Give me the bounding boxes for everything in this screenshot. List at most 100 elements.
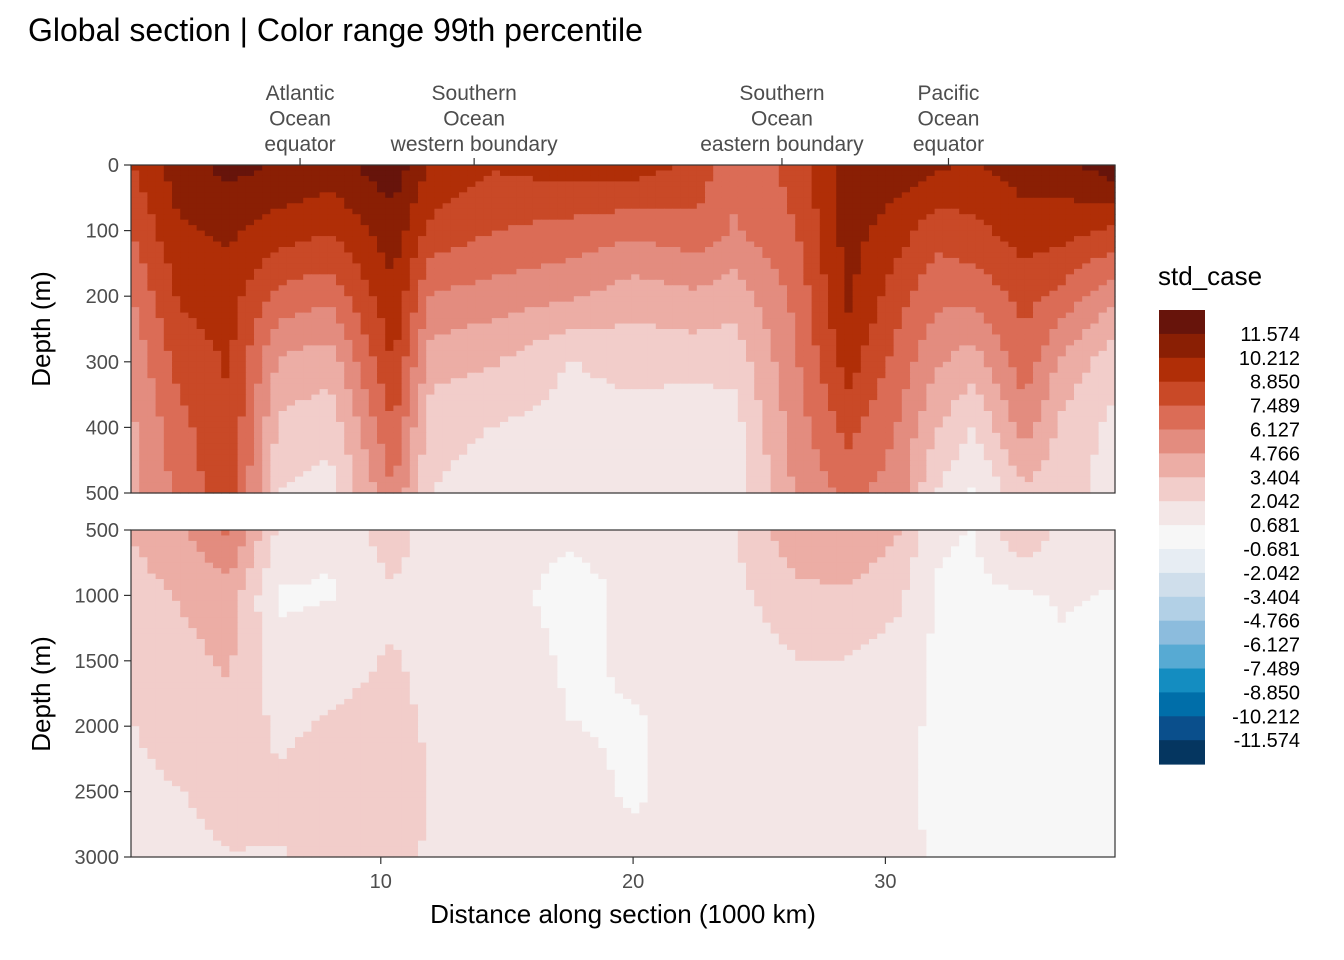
contour-cell (131, 307, 140, 314)
contour-cell (1000, 197, 1009, 204)
contour-cell (336, 290, 345, 297)
contour-cell (934, 186, 944, 193)
contour-cell (491, 197, 501, 204)
contour-cell (1008, 285, 1018, 292)
contour-cell (869, 383, 878, 390)
contour-cell (778, 329, 788, 336)
contour-cell (655, 367, 665, 374)
contour-cell (959, 307, 968, 314)
contour-cell (221, 170, 230, 177)
contour-cell (180, 263, 189, 270)
top-axis-label: Ocean (269, 108, 331, 131)
contour-cell (565, 312, 575, 319)
contour-cell (532, 274, 542, 281)
contour-cell (811, 203, 821, 210)
contour-cell (639, 339, 649, 346)
contour-cell (729, 334, 739, 341)
contour-cell (434, 356, 444, 363)
contour-cell (204, 318, 214, 325)
contour-cell (418, 389, 427, 396)
contour-cell (426, 329, 435, 336)
contour-cell (254, 339, 263, 346)
contour-cell (590, 252, 599, 259)
contour-cell (688, 192, 698, 199)
contour-cell (983, 339, 993, 346)
contour-cell (229, 192, 239, 199)
contour-cell (491, 323, 501, 330)
contour-cell (1049, 329, 1059, 336)
contour-cell (811, 257, 821, 264)
contour-cell (582, 345, 591, 352)
contour-cell (869, 296, 878, 303)
contour-cell (803, 263, 813, 270)
contour-cell (737, 301, 747, 308)
contour-cell (1065, 230, 1075, 237)
contour-cell (442, 290, 452, 297)
contour-cell (1000, 219, 1009, 226)
contour-cell (1098, 279, 1108, 286)
contour-cell (368, 274, 378, 281)
contour-cell (303, 345, 312, 352)
contour-cell (262, 181, 271, 188)
contour-cell (213, 372, 222, 379)
contour-cell (491, 230, 501, 237)
contour-cell (787, 378, 796, 385)
contour-cell (737, 236, 747, 243)
contour-cell (893, 274, 903, 281)
contour-cell (213, 356, 222, 363)
contour-cell (180, 219, 189, 226)
contour-cell (254, 219, 263, 226)
contour-cell (295, 307, 304, 314)
contour-cell (172, 257, 181, 264)
contour-cell (1090, 378, 1100, 385)
contour-cell (1065, 247, 1075, 254)
contour-cell (450, 181, 460, 188)
contour-cell (836, 323, 845, 330)
contour-cell (631, 339, 640, 346)
contour-cell (360, 219, 370, 226)
contour-cell (1033, 219, 1042, 226)
contour-cell (483, 356, 493, 363)
contour-cell (877, 165, 886, 172)
contour-cell (737, 230, 747, 237)
contour-cell (918, 214, 927, 221)
contour-cell (926, 175, 936, 182)
contour-cell (1016, 274, 1026, 281)
contour-cell (885, 208, 895, 215)
contour-cell (614, 170, 624, 177)
contour-cell (614, 367, 624, 374)
contour-cell (147, 356, 157, 363)
contour-cell (819, 301, 829, 308)
contour-cell (409, 175, 419, 182)
chart-title: Global section | Color range 99th percen… (28, 12, 643, 48)
contour-cell (893, 378, 903, 385)
contour-cell (557, 165, 567, 172)
contour-cell (426, 301, 435, 308)
contour-cell (983, 165, 993, 172)
contour-cell (762, 361, 772, 368)
contour-cell (1090, 175, 1100, 182)
contour-cell (500, 301, 509, 308)
contour-cell (131, 334, 140, 341)
contour-cell (491, 247, 501, 254)
contour-cell (901, 350, 911, 357)
contour-cell (131, 285, 140, 292)
contour-cell (401, 334, 411, 341)
contour-cell (942, 274, 952, 281)
contour-cell (631, 225, 640, 232)
contour-cell (852, 378, 862, 385)
contour-cell (975, 345, 985, 352)
contour-cell (221, 301, 230, 308)
contour-cell (401, 372, 411, 379)
contour-cell (344, 186, 353, 193)
contour-cell (631, 345, 640, 352)
contour-cell (549, 318, 558, 325)
contour-cell (967, 383, 977, 390)
contour-cell (885, 285, 895, 292)
contour-cell (188, 175, 198, 182)
contour-cell (934, 367, 944, 374)
contour-cell (975, 214, 985, 221)
contour-cell (926, 208, 936, 215)
contour-cell (705, 230, 714, 237)
contour-cell (508, 285, 517, 292)
